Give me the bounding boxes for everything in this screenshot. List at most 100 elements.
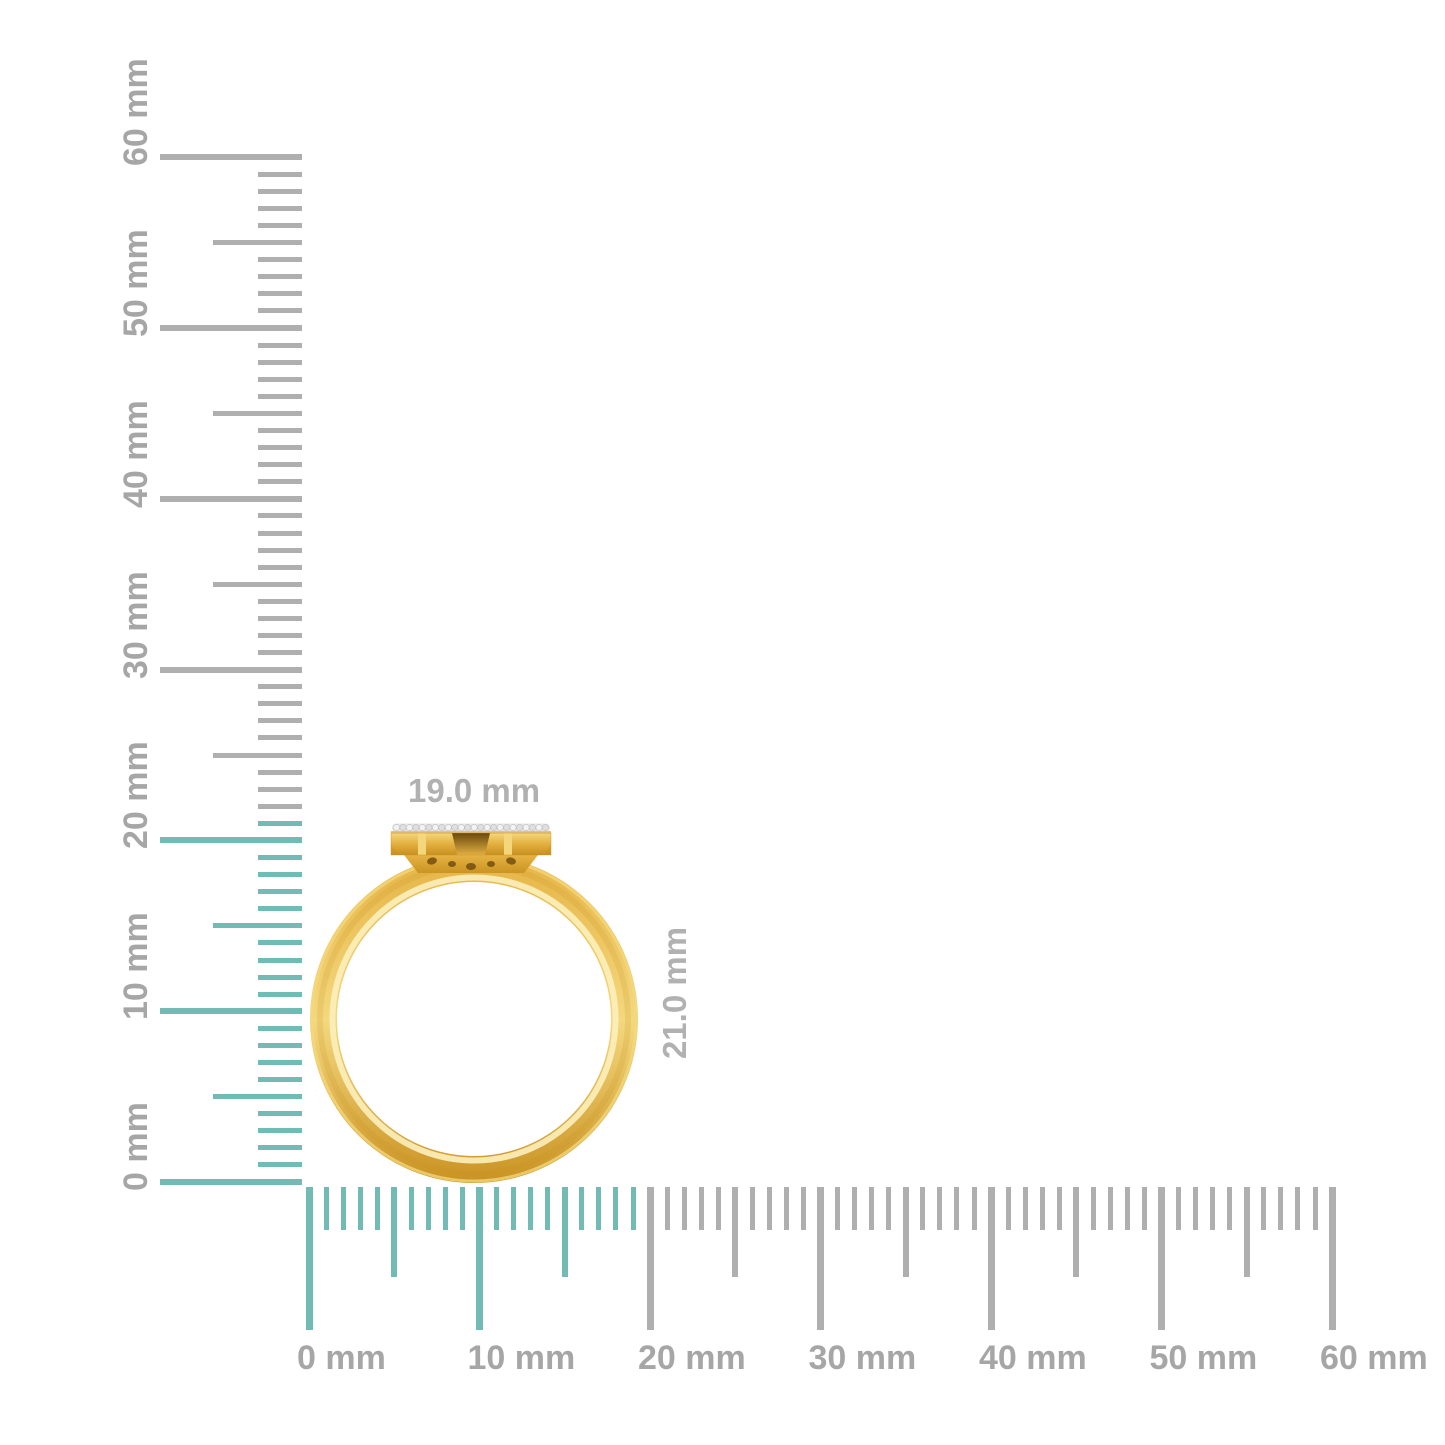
diamond-row [392,823,550,832]
h-tick-17mm [596,1187,602,1230]
v-tick-26mm [258,735,302,741]
h-tick-43mm [1039,1187,1045,1230]
v-tick-28mm [258,701,302,707]
h-tick-46mm [1090,1187,1096,1230]
h-ruler-label-10mm: 10 mm [467,1339,576,1377]
h-tick-5mm [391,1187,398,1277]
h-tick-48mm [1124,1187,1130,1230]
h-tick-18mm [613,1187,619,1230]
v-tick-34mm [258,598,302,604]
v-tick-41mm [258,479,302,485]
h-tick-49mm [1142,1187,1147,1230]
v-tick-15mm [213,923,302,929]
v-tick-18mm [258,872,302,878]
ring-gallery [404,855,538,873]
v-tick-20mm [160,837,302,844]
h-tick-56mm [1261,1187,1267,1230]
h-tick-0mm [305,1187,313,1330]
h-tick-23mm [698,1187,704,1230]
h-tick-7mm [425,1187,431,1230]
v-tick-10mm [160,1008,302,1015]
h-tick-37mm [937,1187,943,1230]
v-tick-1mm [258,1162,302,1168]
h-tick-27mm [766,1187,772,1230]
v-tick-58mm [258,188,302,194]
h-tick-20mm [646,1187,654,1330]
h-tick-15mm [561,1187,568,1277]
ring-top-bar [390,831,552,856]
h-tick-41mm [1005,1187,1011,1230]
h-tick-38mm [954,1187,960,1230]
h-tick-4mm [374,1187,380,1230]
h-tick-25mm [732,1187,739,1277]
h-tick-29mm [801,1187,806,1230]
h-tick-6mm [408,1187,414,1230]
diamond-bead [457,824,465,831]
v-tick-16mm [258,906,302,912]
v-tick-21mm [258,820,302,826]
v-tick-12mm [258,974,302,980]
diamond-bead [444,824,452,831]
v-tick-22mm [258,803,302,809]
h-ruler-label-40mm: 40 mm [979,1339,1087,1377]
h-tick-39mm [971,1187,977,1230]
v-tick-11mm [258,991,302,997]
v-tick-5mm [213,1094,302,1100]
v-tick-47mm [258,376,302,382]
diamond-bead [496,824,504,831]
h-tick-24mm [715,1187,721,1230]
v-tick-51mm [258,308,302,314]
v-tick-39mm [258,513,302,519]
h-tick-11mm [494,1187,500,1230]
v-tick-44mm [258,428,302,433]
v-tick-57mm [258,205,302,211]
v-tick-8mm [258,1042,302,1048]
diamond-bead [425,824,433,831]
v-tick-9mm [258,1025,302,1031]
h-tick-59mm [1312,1187,1318,1230]
diamond-bead [483,824,491,831]
h-tick-32mm [852,1187,858,1230]
v-tick-24mm [258,769,302,775]
v-tick-60mm [160,154,302,161]
h-tick-26mm [749,1187,755,1230]
h-tick-35mm [902,1187,909,1277]
v-tick-52mm [258,291,302,297]
diamond-bead [516,824,523,831]
v-tick-17mm [258,889,302,895]
v-tick-45mm [213,410,302,416]
diamond-bead [431,824,439,831]
v-tick-33mm [258,615,302,621]
h-tick-9mm [460,1187,465,1230]
v-tick-42mm [258,462,302,468]
h-tick-52mm [1193,1187,1199,1230]
v-tick-59mm [258,171,302,177]
h-tick-45mm [1073,1187,1080,1277]
v-tick-32mm [258,632,302,638]
h-tick-30mm [817,1187,824,1330]
h-tick-54mm [1227,1187,1233,1230]
v-tick-14mm [258,940,302,946]
diamond-bead [438,824,446,831]
v-tick-48mm [258,359,302,365]
v-tick-23mm [258,786,302,792]
v-tick-27mm [258,718,302,724]
h-tick-2mm [340,1187,346,1230]
h-tick-50mm [1158,1187,1165,1330]
diamond-bead [529,824,536,831]
ring-band [310,855,638,1183]
h-tick-53mm [1210,1187,1216,1230]
v-tick-30mm [160,666,302,673]
v-tick-25mm [213,752,302,758]
v-tick-4mm [258,1111,302,1117]
v-tick-3mm [258,1128,302,1134]
h-ruler-label-20mm: 20 mm [638,1339,746,1377]
h-tick-10mm [476,1187,483,1330]
diamond-bead [451,824,459,831]
h-tick-19mm [630,1187,636,1230]
diamond-bead [470,824,478,831]
h-ruler-label-30mm: 30 mm [808,1339,917,1377]
diamond-bead [406,824,413,831]
